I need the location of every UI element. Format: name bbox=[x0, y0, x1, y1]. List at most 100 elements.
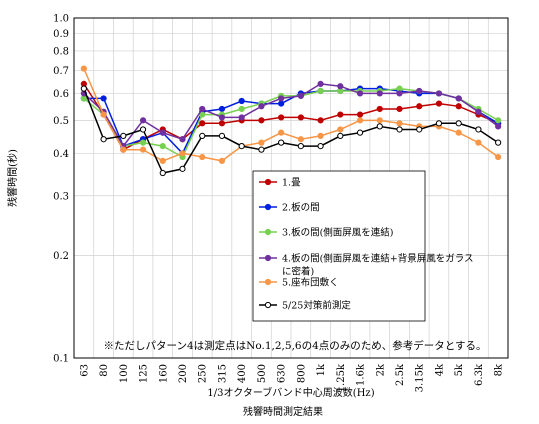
data-point bbox=[179, 165, 186, 172]
data-point bbox=[218, 157, 226, 164]
data-point bbox=[100, 111, 107, 118]
data-point bbox=[495, 153, 502, 161]
x-tick-label: 250 bbox=[198, 364, 209, 383]
y-tick-label: 0.8 bbox=[53, 46, 69, 57]
x-tick-label: 80 bbox=[99, 364, 110, 377]
data-point bbox=[218, 132, 226, 140]
data-point bbox=[356, 129, 364, 136]
data-point bbox=[475, 108, 482, 115]
data-point bbox=[258, 146, 265, 153]
data-point bbox=[356, 90, 364, 97]
legend-label: 5/25対策前測定 bbox=[282, 300, 351, 312]
y-tick-label: 0.1 bbox=[53, 354, 69, 365]
x-tick-label: 100 bbox=[119, 364, 130, 383]
data-point bbox=[120, 132, 127, 140]
data-point bbox=[159, 157, 166, 164]
data-point bbox=[297, 114, 304, 121]
data-point bbox=[199, 120, 206, 127]
data-point bbox=[100, 136, 107, 143]
legend-label: 1.畳 bbox=[282, 178, 301, 189]
data-point bbox=[159, 142, 166, 150]
data-point bbox=[396, 105, 403, 113]
data-point bbox=[80, 85, 87, 92]
legend-label: 4.板の間(側面屏風を連結+背景屏風をガラスに密着) bbox=[282, 253, 474, 278]
y-tick-label: 0.2 bbox=[53, 251, 69, 262]
data-point bbox=[278, 129, 285, 136]
x-tick-label: 8k bbox=[494, 363, 505, 376]
data-point bbox=[139, 139, 147, 146]
data-point bbox=[435, 90, 443, 97]
data-point bbox=[475, 139, 482, 146]
data-point bbox=[218, 105, 226, 113]
data-point bbox=[278, 100, 285, 107]
data-point bbox=[297, 92, 304, 100]
plot-frame bbox=[73, 17, 509, 359]
y-tick-label: 0.9 bbox=[53, 29, 69, 40]
data-point bbox=[416, 103, 423, 110]
data-point bbox=[337, 126, 344, 133]
legend-item: 5.座布団敷く bbox=[259, 277, 339, 289]
data-point bbox=[396, 126, 403, 133]
data-point bbox=[199, 132, 206, 140]
data-point bbox=[199, 153, 206, 161]
x-tick-label: 4k bbox=[434, 363, 445, 376]
data-point bbox=[199, 105, 206, 113]
x-tick-label: 2k bbox=[375, 363, 386, 376]
data-point bbox=[455, 95, 462, 102]
data-point bbox=[218, 120, 226, 127]
legend-swatch-marker bbox=[264, 203, 272, 211]
x-tick-label: 800 bbox=[296, 364, 307, 383]
y-axis-label: 残響時間(秒) bbox=[6, 149, 19, 207]
chart-caption: 残響時間測定結果 bbox=[243, 405, 323, 418]
x-tick-label: 1k bbox=[316, 363, 327, 376]
legend-label: 3.板の間(側面屏風を連結) bbox=[282, 227, 393, 239]
series-line bbox=[83, 83, 499, 151]
x-axis-label: 1/3オクターブバンド中心周波数(Hz) bbox=[207, 386, 374, 399]
data-point bbox=[416, 126, 423, 133]
data-point bbox=[179, 136, 186, 143]
data-point bbox=[317, 132, 324, 140]
data-point bbox=[455, 129, 462, 136]
data-point bbox=[278, 114, 285, 121]
data-point bbox=[278, 95, 285, 102]
data-point bbox=[297, 142, 304, 150]
x-tick-label: 3.15k bbox=[415, 363, 426, 392]
data-point bbox=[139, 117, 147, 124]
x-tick-labels: 63 80 100 125 160 200 250 315 400 500 630 800 1k 1.25… bbox=[79, 363, 504, 392]
data-point bbox=[317, 87, 324, 95]
data-point bbox=[495, 117, 502, 124]
y-tick-label: 0.6 bbox=[53, 89, 69, 100]
x-tick-label: 160 bbox=[158, 364, 169, 383]
y-tick-label: 0.3 bbox=[53, 191, 69, 202]
series-line bbox=[83, 88, 499, 174]
data-point bbox=[376, 123, 383, 130]
data-point bbox=[475, 126, 482, 133]
data-point bbox=[317, 117, 324, 124]
data-point bbox=[258, 117, 265, 124]
data-point bbox=[238, 105, 245, 113]
data-point bbox=[416, 87, 423, 95]
x-tick-label: 1.6k bbox=[356, 363, 367, 386]
legend-box bbox=[252, 170, 426, 322]
series-line bbox=[83, 83, 499, 148]
data-point bbox=[317, 142, 324, 150]
data-point bbox=[455, 120, 462, 127]
legend-label: 5.座布団敷く bbox=[282, 277, 339, 289]
legend-swatch-marker bbox=[264, 278, 272, 286]
data-point bbox=[218, 114, 226, 121]
series-lines bbox=[80, 65, 502, 177]
data-point bbox=[317, 80, 324, 87]
legend-item: 5/25対策前測定 bbox=[259, 300, 351, 312]
legend-item: 1.畳 bbox=[259, 178, 301, 189]
data-point bbox=[258, 139, 265, 146]
data-point bbox=[396, 120, 403, 127]
legend-label: 2.板の間 bbox=[282, 202, 320, 214]
legend-swatch-marker bbox=[264, 178, 272, 186]
data-point bbox=[100, 95, 107, 102]
data-point bbox=[238, 97, 245, 105]
x-tick-label: 2.5k bbox=[395, 363, 406, 386]
x-tick-label: 6.3k bbox=[474, 363, 485, 386]
legend: 1.畳 2.板の間 3.板の間(側面屏風を連結) 4.板の間(側面屏風を連結+背景屏風… bbox=[252, 170, 474, 322]
data-point bbox=[238, 142, 245, 150]
